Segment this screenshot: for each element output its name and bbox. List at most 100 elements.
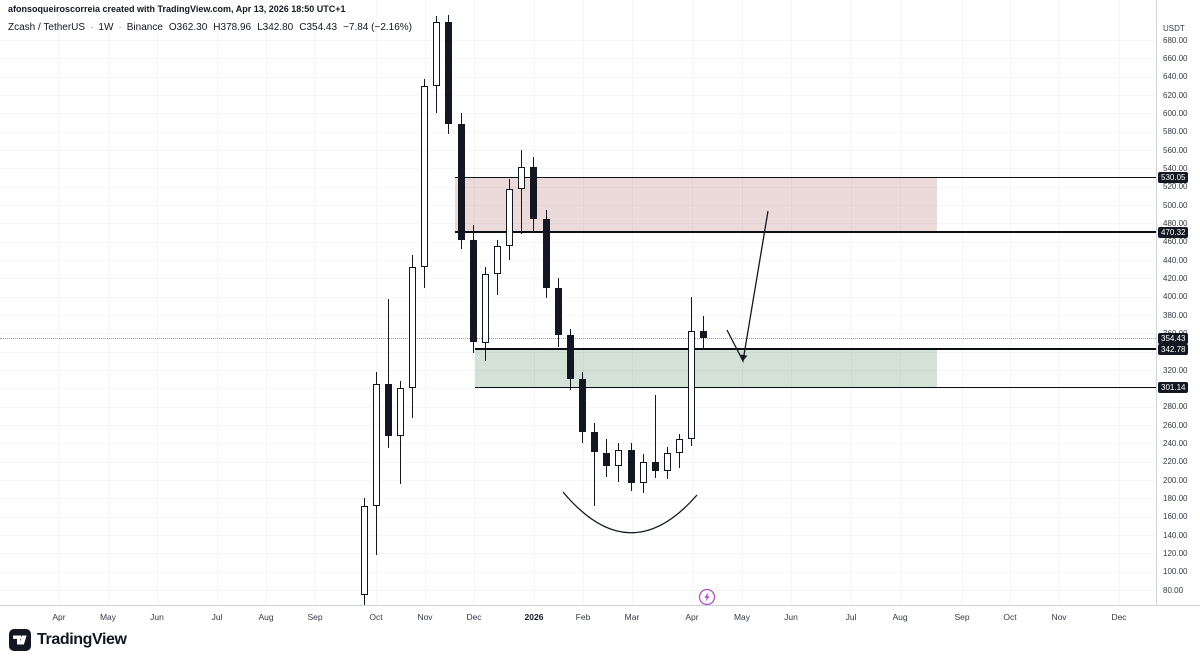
price-tick-label: 320.00 — [1163, 365, 1188, 375]
price-gridline — [0, 296, 1156, 298]
price-gridline — [0, 278, 1156, 280]
tradingview-logo[interactable]: TradingView — [9, 629, 127, 651]
time-tick-label: May — [733, 612, 751, 622]
price-gridline — [0, 535, 1156, 536]
supply-zone-border-line[interactable] — [455, 231, 1156, 233]
time-gridline — [742, 0, 743, 605]
time-gridline — [425, 0, 426, 605]
time-gridline — [157, 0, 158, 605]
time-gridline — [1010, 0, 1011, 605]
candle-body — [457, 124, 465, 240]
candle-body — [433, 21, 441, 86]
time-tick-label: Aug — [892, 612, 908, 622]
price-tick-label: 200.00 — [1163, 475, 1188, 485]
price-gridline — [0, 388, 1156, 390]
time-gridline — [534, 0, 535, 605]
time-gridline — [217, 0, 218, 605]
demand-zone-border-line[interactable] — [475, 348, 1156, 350]
time-tick-label: Oct — [1003, 612, 1017, 622]
tradingview-logo-text: TradingView — [37, 631, 127, 648]
price-gridline — [0, 205, 1156, 206]
candle-wick — [387, 298, 389, 448]
candle-body — [469, 239, 477, 343]
supply-zone-border-line[interactable] — [455, 176, 1156, 179]
time-tick-label: Nov — [417, 612, 433, 622]
candle-body — [554, 287, 562, 336]
low-value: L342.80 — [257, 22, 294, 33]
lightning-event-icon[interactable] — [698, 588, 716, 605]
time-tick-label: Apr — [52, 612, 66, 622]
price-tick-label: 420.00 — [1163, 273, 1188, 283]
time-tick-label: Sep — [307, 612, 323, 622]
attribution-text: afonsoqueiroscorreia created with Tradin… — [8, 4, 346, 14]
price-tick-label: 640.00 — [1163, 72, 1188, 82]
price-gridline — [0, 150, 1156, 151]
candle-body — [664, 453, 671, 471]
time-tick-label: Jul — [211, 612, 223, 622]
price-tick-label: 380.00 — [1163, 310, 1188, 320]
candle-body — [530, 166, 538, 219]
price-tick-label: 160.00 — [1163, 512, 1188, 522]
time-gridline — [315, 0, 316, 605]
price-axis[interactable]: USDT 680.00 660.00 640.00 620.00 600.00 580.0… — [1156, 0, 1200, 605]
candle-body — [579, 379, 587, 433]
interval-label[interactable]: 1W — [98, 22, 114, 33]
time-gridline — [1119, 0, 1120, 605]
price-level-badge: 301.14 — [1158, 381, 1189, 393]
time-gridline — [962, 0, 963, 605]
symbol-title[interactable]: Zcash / TetherUS — [8, 22, 86, 33]
lightning-icon — [698, 588, 716, 605]
time-tick-label: Sep — [954, 612, 970, 622]
time-gridline — [583, 0, 584, 605]
time-gridline — [632, 0, 633, 605]
price-gridline — [0, 516, 1156, 518]
chart-canvas[interactable] — [0, 0, 1156, 605]
candle-body — [591, 432, 599, 453]
price-gridline — [0, 351, 1156, 353]
price-tick-label: 480.00 — [1163, 218, 1188, 228]
demand-zone[interactable] — [475, 349, 937, 388]
candle-body — [409, 267, 417, 389]
time-gridline — [59, 0, 60, 605]
price-level-badge: 470.32 — [1158, 226, 1189, 238]
price-gridline — [0, 241, 1156, 243]
time-tick-label: May — [99, 612, 117, 622]
price-tick-label: 500.00 — [1163, 200, 1188, 210]
close-value: C354.43 — [299, 22, 338, 33]
candle-body — [481, 273, 489, 343]
price-tick-label: 120.00 — [1163, 548, 1188, 558]
supply-zone[interactable] — [455, 177, 937, 233]
candle-wick — [654, 394, 656, 479]
candle-body — [372, 383, 380, 506]
time-tick-label: Feb — [575, 612, 591, 622]
price-gridline — [0, 260, 1156, 261]
price-tick-label: 440.00 — [1163, 255, 1188, 265]
price-gridline — [0, 168, 1156, 170]
legend-separator: · — [118, 22, 122, 33]
time-tick-label: Dec — [466, 612, 482, 622]
time-tick-label: Mar — [624, 612, 640, 622]
price-gridline — [0, 223, 1156, 225]
time-tick-label: Jul — [845, 612, 857, 622]
price-gridline — [0, 333, 1156, 335]
candle-body — [396, 388, 404, 436]
price-tick-label: 680.00 — [1163, 35, 1188, 45]
demand-zone-border-line[interactable] — [475, 386, 1156, 389]
time-gridline — [791, 0, 792, 605]
price-tick-label: 460.00 — [1163, 237, 1188, 247]
time-gridline — [900, 0, 901, 605]
current-price-badge: 354.43 — [1158, 332, 1189, 344]
candle-body — [639, 461, 647, 483]
time-tick-label: Aug — [258, 612, 274, 622]
price-tick-label: 660.00 — [1163, 53, 1188, 63]
price-tick-label: 260.00 — [1163, 420, 1188, 430]
price-gridline — [0, 131, 1156, 133]
candle-body — [518, 166, 526, 189]
price-tick-label: 580.00 — [1163, 127, 1188, 137]
price-gridline — [0, 76, 1156, 78]
price-gridline — [0, 553, 1156, 555]
time-axis[interactable]: Apr May Jun Jul Aug Sep Oct Nov Dec 2026 Feb Mar Apr… — [0, 605, 1200, 627]
candle-wick — [521, 150, 523, 235]
price-tick-label: 540.00 — [1163, 163, 1188, 173]
